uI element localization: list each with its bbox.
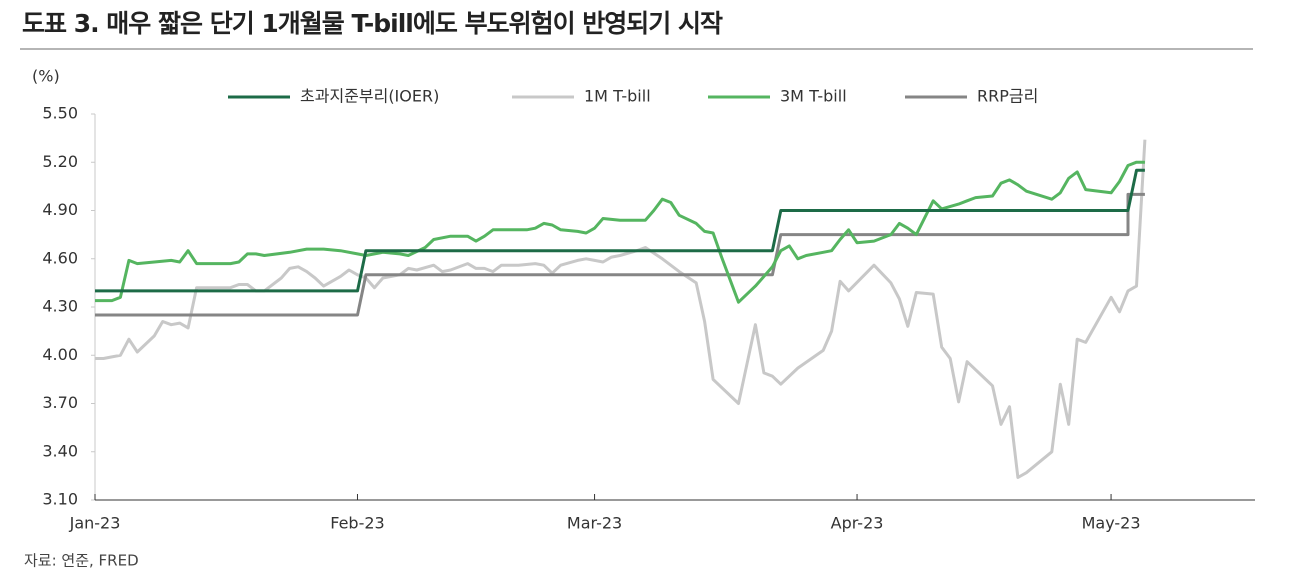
y-tick-label: 5.50: [42, 104, 78, 123]
x-tick-label: Feb-23: [330, 514, 384, 533]
series-line: [95, 192, 1145, 317]
legend-label: 1M T-bill: [584, 87, 651, 106]
y-tick-label: 3.40: [42, 441, 78, 460]
y-unit-label: (%): [32, 67, 60, 86]
series-line: [95, 160, 1145, 304]
y-tick-label: 3.10: [42, 490, 78, 509]
x-tick-label: Mar-23: [567, 514, 622, 533]
legend-label: 3M T-bill: [780, 87, 847, 106]
x-tick-label: Jan-23: [69, 514, 121, 533]
y-tick-label: 4.00: [42, 345, 78, 364]
x-tick-label: Apr-23: [831, 514, 884, 533]
chart-title: 도표 3. 매우 짧은 단기 1개월물 T-bill에도 부도위험이 반영되기 …: [22, 9, 723, 38]
source-note: 자료: 연준, FRED: [24, 552, 139, 570]
legend-label: 초과지준부리(IOER): [300, 87, 439, 106]
series-line: [95, 139, 1147, 479]
y-tick-label: 5.20: [42, 152, 78, 171]
y-tick-label: 4.60: [42, 248, 78, 267]
y-tick-label: 4.30: [42, 297, 78, 316]
y-tick-label: 4.90: [42, 200, 78, 219]
x-tick-label: May-23: [1082, 514, 1141, 533]
legend-label: RRP금리: [977, 87, 1038, 106]
series-line: [95, 168, 1145, 293]
y-tick-label: 3.70: [42, 393, 78, 412]
